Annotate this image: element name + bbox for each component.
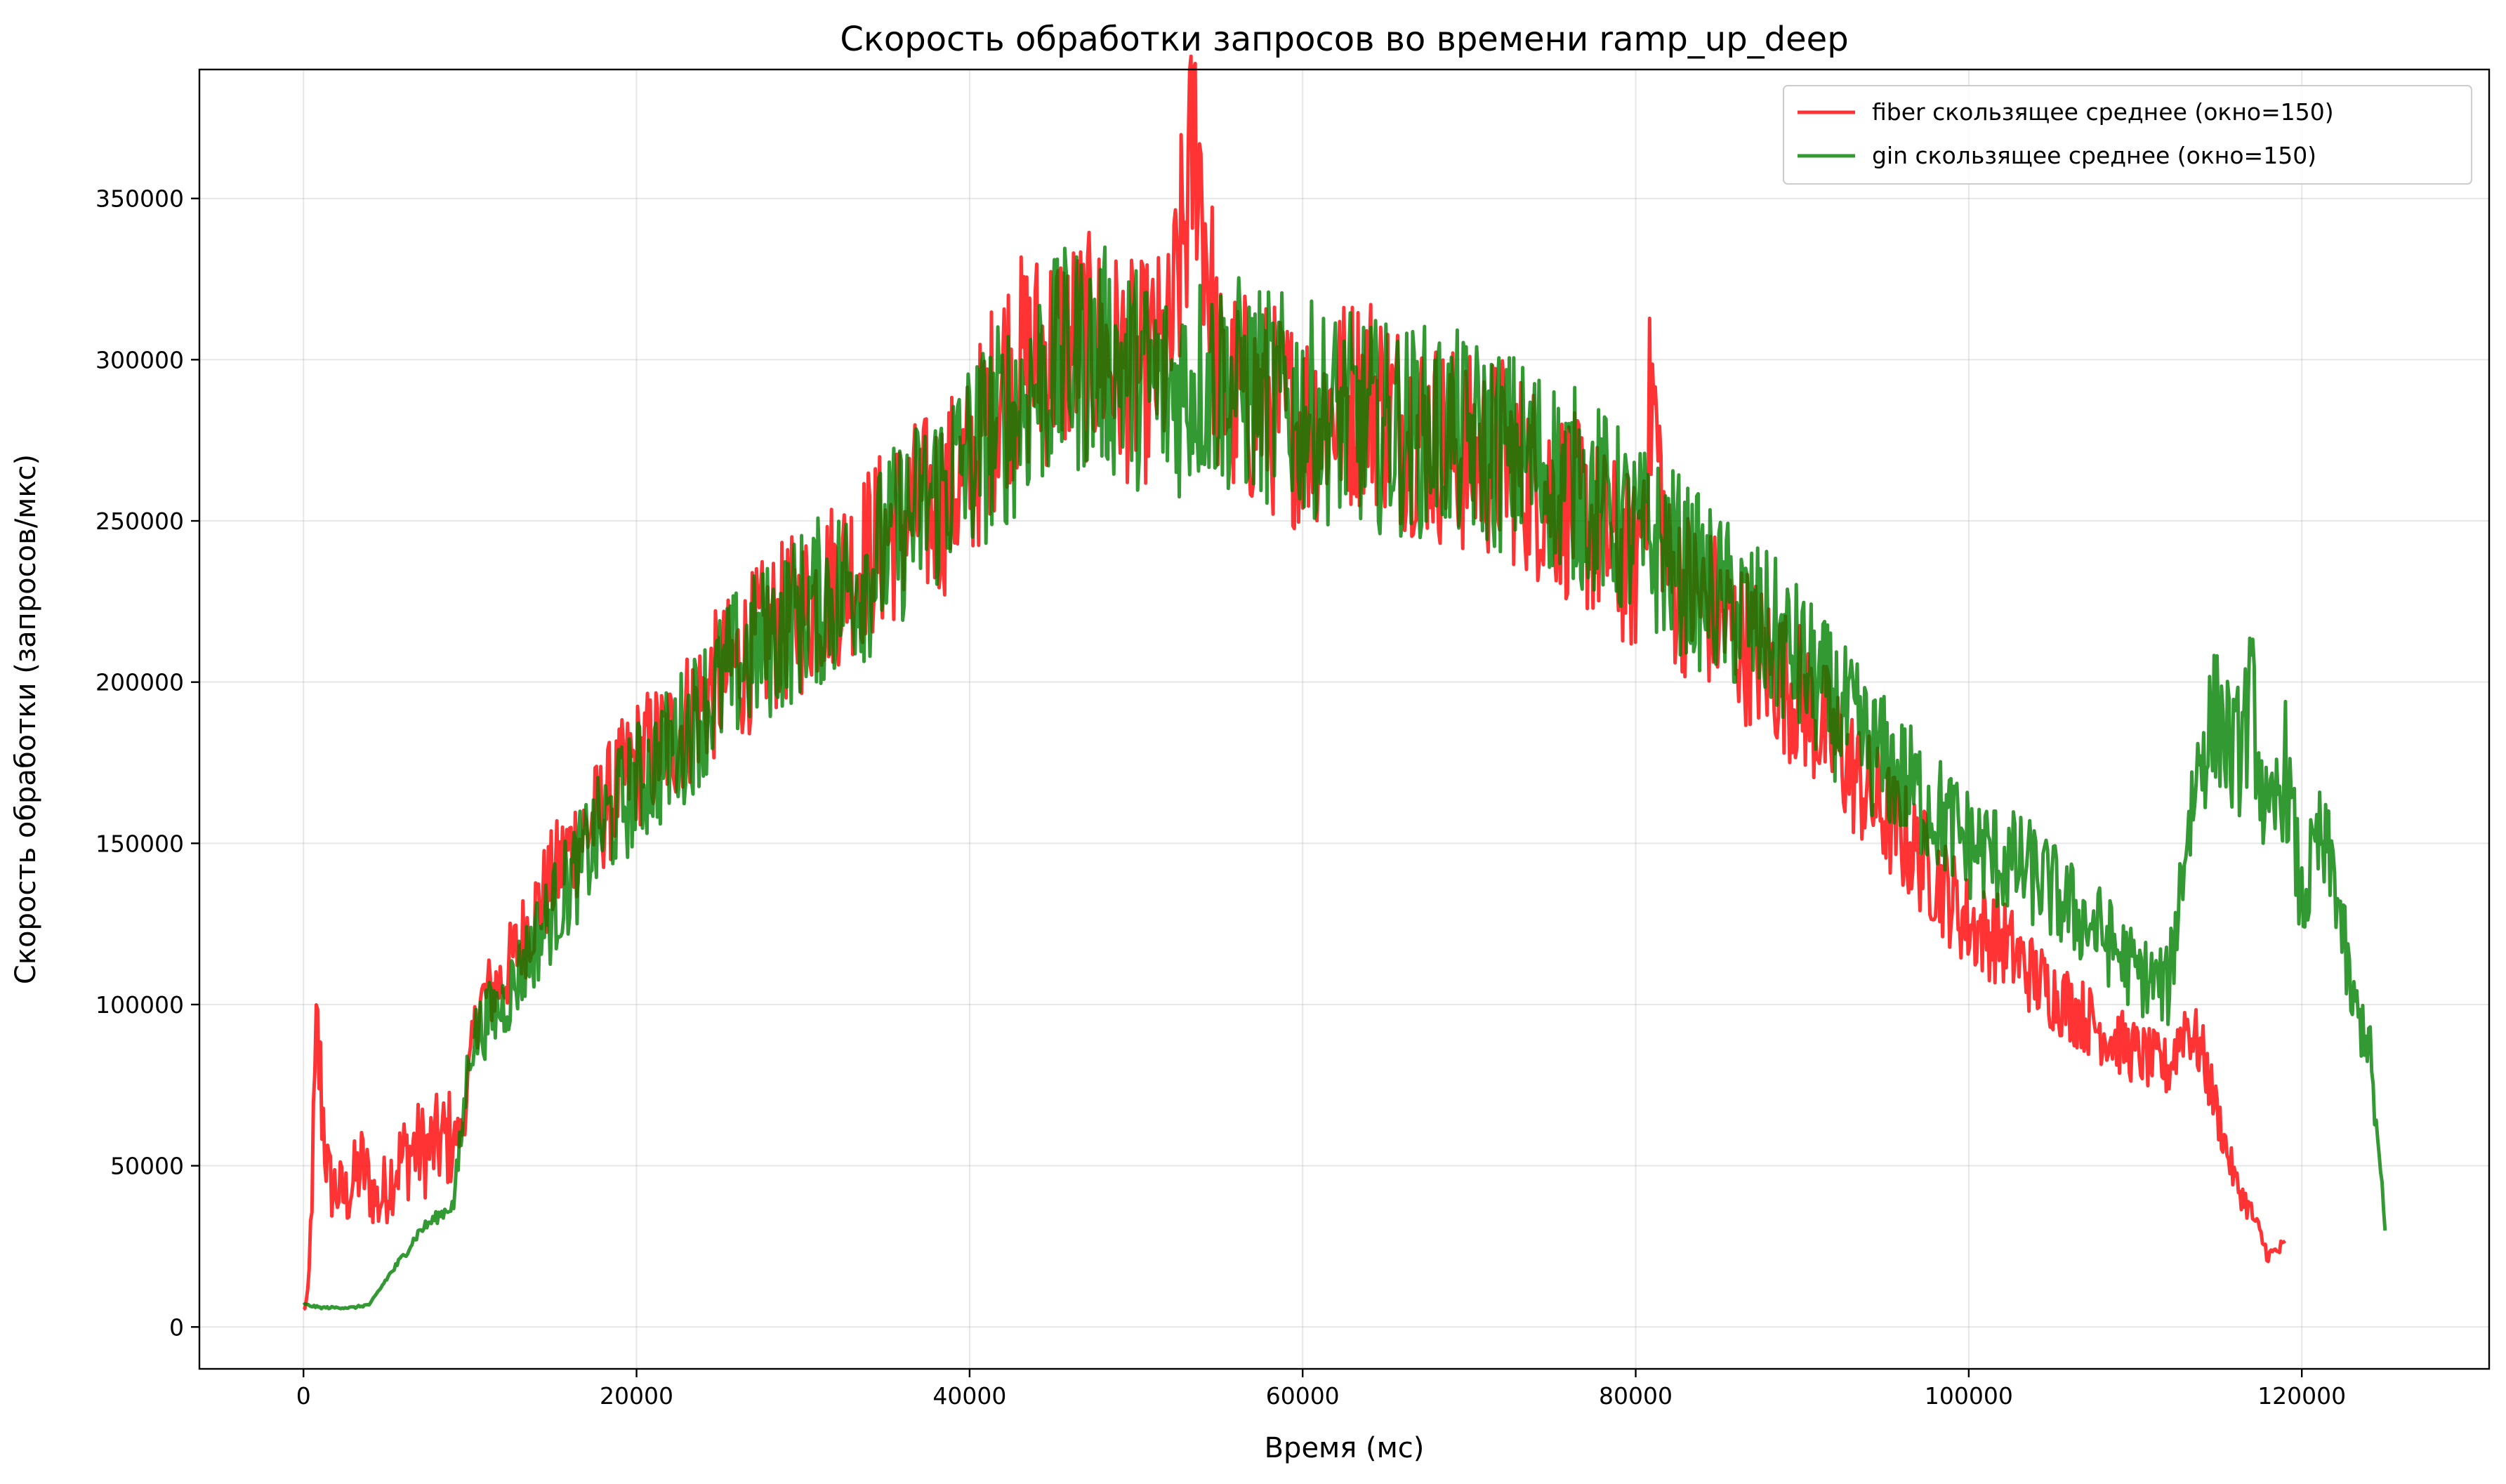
series-line-gin (302, 245, 2387, 1311)
y-tick-label: 100000 (95, 991, 184, 1019)
y-tick-label: 300000 (95, 346, 184, 373)
x-tick-label: 0 (296, 1382, 311, 1410)
legend-label-fiber: fiber скользящее среднее (окно=150) (1872, 98, 2334, 126)
x-tick-label: 60000 (1266, 1382, 1340, 1410)
x-tick-label: 120000 (2257, 1382, 2346, 1410)
y-axis-title: Скорость обработки (запросов/мкс) (10, 454, 42, 984)
x-tick-label: 80000 (1599, 1382, 1673, 1410)
y-tick-label: 250000 (95, 508, 184, 535)
x-tick-label: 40000 (932, 1382, 1006, 1410)
plot-frame (198, 68, 2491, 1370)
tick-layer: 0 20000 40000 60000 80000 100000 120000 0 50000 1… (95, 185, 2346, 1410)
legend-label-gin: gin скользящее среднее (окно=150) (1872, 142, 2316, 169)
chart-title: Скорость обработки запросов во времени r… (840, 20, 1848, 59)
y-tick-label: 50000 (110, 1153, 184, 1180)
y-tick-label: 200000 (95, 669, 184, 696)
y-tick-label: 150000 (95, 830, 184, 857)
legend-box (1783, 85, 2472, 185)
legend: fiber скользящее среднее (окно=150) gin … (1783, 85, 2472, 185)
x-tick-label: 100000 (1925, 1382, 2013, 1410)
y-tick-label: 350000 (95, 185, 184, 213)
series-line-fiber (302, 54, 2286, 1311)
x-tick-label: 20000 (600, 1382, 673, 1410)
x-axis-title: Время (мс) (1265, 1432, 1425, 1464)
y-tick-label: 0 (169, 1313, 184, 1341)
series-layer (302, 54, 2387, 1311)
